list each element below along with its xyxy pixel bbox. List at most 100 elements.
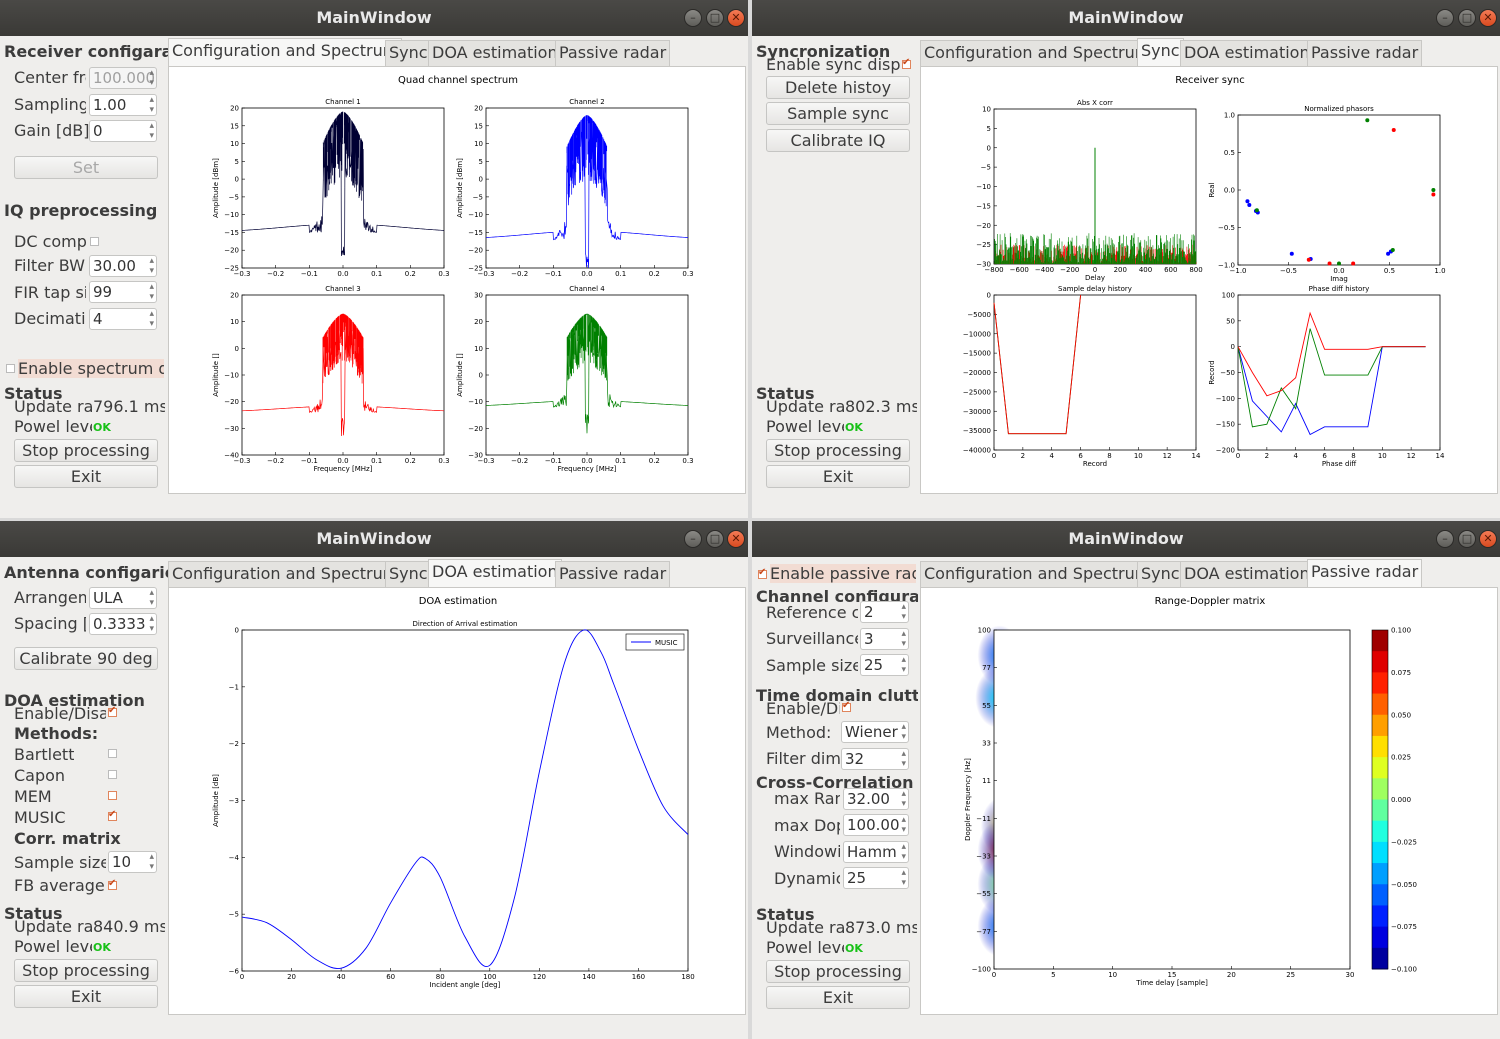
range-doppler-ylabel: Doppler Frequency [Hz] [964,758,972,841]
close-icon[interactable]: ✕ [727,530,745,548]
gain-input[interactable]: 0 ▴ ▾ [89,120,157,142]
phasor-point-2 [1431,192,1436,197]
tab-passive-radar[interactable]: Passive radar [1307,40,1423,66]
spectrum-1-xtick-label: −0.2 [267,270,284,278]
spectrum-2-xtick-label: 0.1 [615,270,626,278]
minimize-icon[interactable]: – [684,9,702,27]
filter-dim-input[interactable]: 32 ▴ ▾ [841,748,909,770]
tab-configuration[interactable]: Configuration and Spectrum [920,561,1155,587]
close-icon[interactable]: ✕ [727,9,745,27]
xcorr-title: Abs X corr [1077,99,1113,107]
enable-passive-radar-checkbox[interactable] [758,567,767,579]
enable-clutter-checkbox[interactable] [842,700,851,712]
stop-processing-button[interactable]: Stop processing [14,439,158,462]
close-icon[interactable]: ✕ [1479,530,1497,548]
tab-doa[interactable]: DOA estimation [1180,40,1314,66]
sample-size-input[interactable]: 25 ▴ ▾ [860,654,909,676]
phasors-xtick-label: 1.0 [1434,267,1445,275]
tab-doa[interactable]: DOA estimation [1180,561,1314,587]
update-rate-label: Update ral [14,917,92,936]
delay-history-ytick-label: −5000 [967,311,991,319]
tab-passive-radar[interactable]: Passive radar [1307,559,1423,587]
exit-button[interactable]: Exit [14,465,158,488]
tab-passive-radar[interactable]: Passive radar [555,40,671,66]
surveillance-input[interactable]: 3 ▴ ▾ [860,628,909,650]
stop-processing-button[interactable]: Stop processing [14,959,158,982]
dynamic-input[interactable]: 25 ▴ ▾ [843,867,909,889]
delete-history-button[interactable]: Delete histoy [766,76,910,99]
spacing-label: Spacing [l [14,614,86,633]
tab-sync[interactable]: Sync [385,561,432,587]
enable-sync-checkbox[interactable] [902,57,911,69]
music-checkbox[interactable] [108,809,117,821]
spacing-input[interactable]: 0.3333 ▴ ▾ [89,613,157,635]
set-button[interactable]: Set [14,156,158,179]
filter-bw-input[interactable]: 30.00 ▴ ▾ [89,255,157,277]
maximize-icon[interactable]: □ [706,9,724,27]
method-select[interactable]: Wiener ▴ ▾ [841,721,909,743]
maximize-icon[interactable]: □ [706,530,724,548]
dc-comp-checkbox[interactable] [90,237,99,246]
max-range-input[interactable]: 32.00 ▴ ▾ [843,788,909,810]
tab-sync[interactable]: Sync [1137,561,1184,587]
tab-doa[interactable]: DOA estimation [428,559,562,587]
calibrate-90-button[interactable]: Calibrate 90 deg [14,647,158,670]
tab-sync[interactable]: Sync [385,40,432,66]
control-sidebar: Syncronization Enable sync displa Delete… [752,36,918,518]
windowing-select[interactable]: Hamm ▴ ▾ [843,841,909,863]
sample-sync-button[interactable]: Sample sync [766,102,910,125]
close-icon[interactable]: ✕ [1479,9,1497,27]
minimize-icon[interactable]: – [684,530,702,548]
bartlett-checkbox[interactable] [108,749,117,758]
exit-button[interactable]: Exit [766,465,910,488]
mem-checkbox[interactable] [108,791,117,800]
sampling-input[interactable]: 1.00 ▴ ▾ [89,94,157,116]
power-level-label: Powel leve [14,937,92,956]
enable-passive-radar-label[interactable]: Enable passive rada [770,564,916,583]
window-title: MainWindow [316,8,432,27]
sample-size-label: Sample size [766,656,858,675]
tab-configuration[interactable]: Configuration and Spectrum [920,40,1155,66]
spectrum-4-ytick-label: −30 [468,452,483,460]
decimation-input[interactable]: 4 ▴ ▾ [89,308,157,330]
capon-checkbox[interactable] [108,770,117,779]
title-bar[interactable]: MainWindow [0,0,748,36]
enable-spectrum-label[interactable]: Enable spectrum dis [18,359,164,378]
fb-average-checkbox[interactable] [108,878,117,890]
max-doppler-input[interactable]: 100.00 ▴ ▾ [843,814,909,836]
phase-history-xtick-label: 0 [1236,452,1240,460]
xcorr-xtick-label: −200 [1060,266,1079,274]
stop-processing-button[interactable]: Stop processing [766,439,910,462]
tab-passive-radar[interactable]: Passive radar [555,561,671,587]
fir-tap-input[interactable]: 99 ▴ ▾ [89,281,157,303]
stop-processing-button[interactable]: Stop processing [766,960,910,983]
exit-button[interactable]: Exit [766,986,910,1009]
minimize-icon[interactable]: – [1436,9,1454,27]
doa-ytick-label: −2 [229,740,239,748]
title-bar[interactable]: MainWindow [752,521,1500,557]
xcorr-ytick-label: −15 [976,202,991,210]
reference-channel-input[interactable]: 2 ▴ ▾ [860,601,909,623]
maximize-icon[interactable]: □ [1458,9,1476,27]
power-ok-indicator: OK [93,421,111,434]
phasor-point-2 [1327,261,1332,266]
sync-heading: Syncronization [756,42,891,61]
tab-configuration[interactable]: Configuration and Spectrum [168,561,403,587]
doa-xtick-label: 100 [483,973,496,981]
enable-spectrum-checkbox[interactable] [6,364,15,373]
minimize-icon[interactable]: – [1436,530,1454,548]
arrangement-select[interactable]: ULA ▴ ▾ [89,587,157,609]
tab-doa[interactable]: DOA estimation [428,40,562,66]
phase-history-line-1 [1237,328,1426,428]
tab-configuration[interactable]: Configuration and Spectrum [168,38,403,66]
enable-doa-checkbox[interactable] [108,705,117,717]
center-freq-input[interactable]: 100.000 ▴ ▾ [89,67,157,89]
title-bar[interactable]: MainWindow [0,521,748,557]
maximize-icon[interactable]: □ [1458,530,1476,548]
phasors-xtick-label: −0.5 [1280,267,1297,275]
sample-size-input[interactable]: 10 ▴ ▾ [108,851,157,873]
calibrate-iq-button[interactable]: Calibrate IQ [766,129,910,152]
exit-button[interactable]: Exit [14,985,158,1008]
tab-sync[interactable]: Sync [1137,38,1184,66]
title-bar[interactable]: MainWindow [752,0,1500,36]
